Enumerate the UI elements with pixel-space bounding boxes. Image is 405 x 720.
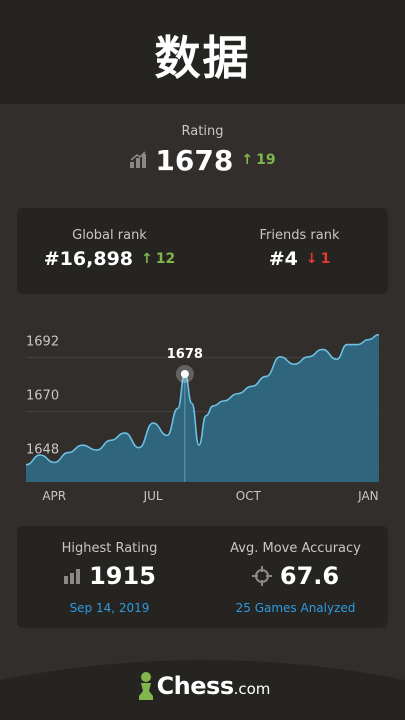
- y-tick-label: 1670: [26, 389, 59, 404]
- global-rank-delta-value: 12: [155, 251, 176, 267]
- x-tick-label: OCT: [236, 489, 262, 503]
- arrow-down-icon: ↓: [305, 251, 318, 267]
- friends-rank-label: Friends rank: [259, 228, 340, 243]
- rating-bars-icon: [130, 151, 147, 168]
- rating-value: 1678: [155, 143, 234, 177]
- rating-area: [26, 334, 379, 482]
- friends-rank-delta: ↓ 1: [306, 251, 330, 267]
- x-tick-label: JAN: [357, 489, 379, 503]
- friends-rank-delta-value: 1: [320, 251, 331, 267]
- friends-rank-row: #4 ↓ 1: [207, 246, 392, 272]
- highlight-label: 1678: [167, 347, 203, 362]
- pawn-logo-icon: [138, 672, 153, 700]
- friends-rank[interactable]: Friends rank #4 ↓ 1: [207, 208, 392, 294]
- brand-name: Chess: [156, 672, 235, 700]
- highest-rating-date[interactable]: Sep 14, 2019: [69, 601, 150, 615]
- global-rank-row: #16,898 ↑ 12: [17, 246, 202, 272]
- rank-card: Global rank #16,898 ↑ 12 Friends rank #4…: [17, 208, 388, 294]
- rating-summary: 1678 ↑ 19: [0, 142, 405, 178]
- rating-chart-svg[interactable]: 1648 1670 1692 1678 APR JUL OCT JAN: [0, 310, 405, 510]
- rating-label: Rating: [181, 124, 224, 139]
- highest-rating[interactable]: Highest Rating 1915 Sep 14, 2019: [17, 526, 202, 628]
- bar-chart-icon: [64, 569, 81, 584]
- x-tick-label: APR: [42, 489, 66, 503]
- brand-suffix: .com: [233, 680, 271, 698]
- rating-delta-value: 19: [256, 152, 276, 168]
- avg-accuracy-value: 67.6: [279, 562, 340, 590]
- y-tick-label: 1692: [26, 335, 59, 350]
- global-rank-delta: ↑ 12: [141, 251, 175, 267]
- games-analyzed-link[interactable]: 25 Games Analyzed: [235, 601, 356, 615]
- rating-chart[interactable]: 1648 1670 1692 1678 APR JUL OCT JAN: [0, 310, 405, 510]
- avg-accuracy[interactable]: Avg. Move Accuracy 67.6 25 Games Analyze…: [203, 526, 388, 628]
- highest-rating-value: 1915: [89, 562, 156, 590]
- global-rank-value: #16,898: [43, 248, 134, 270]
- global-rank-label: Global rank: [72, 228, 147, 243]
- rating-delta: ↑ 19: [241, 152, 275, 168]
- chess-logo[interactable]: Chess .com: [0, 668, 405, 704]
- rating-line: [25, 333, 380, 466]
- page-title: 数据: [154, 31, 251, 85]
- x-tick-label: JUL: [143, 489, 163, 503]
- avg-accuracy-label: Avg. Move Accuracy: [230, 541, 361, 556]
- avg-accuracy-row: 67.6: [203, 561, 388, 591]
- arrow-up-icon: ↑: [241, 152, 254, 168]
- footer-curve: [0, 660, 405, 720]
- friends-rank-value: #4: [268, 248, 298, 270]
- y-tick-label: 1648: [26, 443, 59, 458]
- highest-rating-row: 1915: [17, 561, 202, 591]
- highlight-point: [180, 370, 189, 378]
- global-rank[interactable]: Global rank #16,898 ↑ 12: [17, 208, 202, 294]
- stats-card: Highest Rating 1915 Sep 14, 2019 Avg. Mo…: [17, 526, 388, 628]
- arrow-up-icon: ↑: [141, 251, 153, 267]
- header: 数据: [0, 0, 405, 104]
- crosshair-icon: [251, 566, 272, 586]
- highest-rating-label: Highest Rating: [61, 541, 158, 556]
